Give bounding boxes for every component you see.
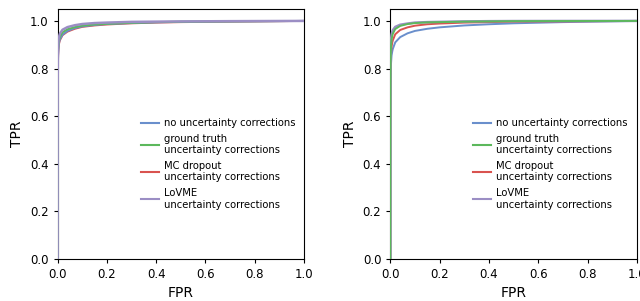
X-axis label: FPR: FPR — [168, 287, 194, 300]
Y-axis label: TPR: TPR — [343, 121, 357, 147]
X-axis label: FPR: FPR — [500, 287, 527, 300]
Legend: no uncertainty corrections, ground truth
uncertainty corrections, MC dropout
unc: no uncertainty corrections, ground truth… — [469, 114, 632, 214]
Legend: no uncertainty corrections, ground truth
uncertainty corrections, MC dropout
unc: no uncertainty corrections, ground truth… — [136, 114, 299, 214]
Y-axis label: TPR: TPR — [10, 121, 24, 147]
